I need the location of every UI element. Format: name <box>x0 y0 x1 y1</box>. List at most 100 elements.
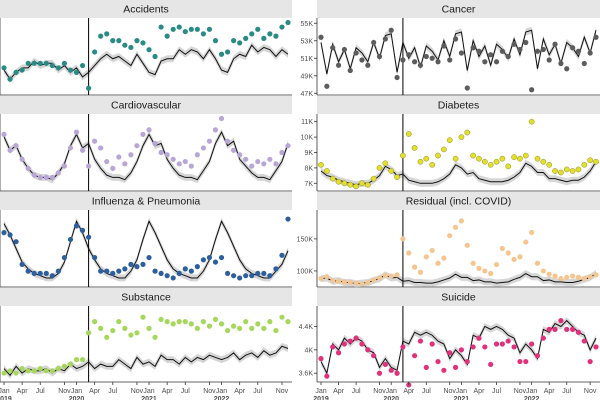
observed-point <box>587 274 593 280</box>
observed-point <box>237 40 243 46</box>
x-tick-label: Jan <box>315 388 326 395</box>
year-label: 2020 <box>69 396 85 400</box>
observed-point <box>98 33 104 39</box>
observed-point <box>31 172 37 178</box>
panel-strip <box>0 0 292 18</box>
observed-point <box>347 67 353 74</box>
observed-point <box>593 158 599 165</box>
observed-point <box>493 158 500 165</box>
observed-point <box>158 149 164 156</box>
observed-point <box>25 268 31 274</box>
observed-point <box>218 321 225 327</box>
observed-point <box>505 338 511 344</box>
observed-point <box>394 174 400 180</box>
observed-point <box>249 325 255 331</box>
x-tick-label: Jan <box>0 388 10 395</box>
observed-point <box>417 269 424 275</box>
observed-point <box>128 261 134 267</box>
observed-point <box>435 152 441 159</box>
observed-point <box>19 365 25 372</box>
observed-point <box>146 47 152 53</box>
observed-point <box>152 140 158 147</box>
panel-strip <box>0 192 292 210</box>
y-tick-label: 7K <box>304 181 313 188</box>
observed-point <box>285 216 291 222</box>
observed-point <box>237 152 243 158</box>
observed-point <box>335 278 342 284</box>
observed-point <box>505 163 512 170</box>
observed-point <box>206 254 213 261</box>
observed-point <box>200 257 207 263</box>
panel-strip <box>317 0 600 18</box>
observed-point <box>61 363 68 369</box>
observed-point <box>164 33 170 39</box>
observed-point <box>359 341 365 347</box>
observed-point <box>417 158 424 165</box>
observed-point <box>98 268 104 274</box>
observed-point <box>176 319 182 325</box>
observed-point <box>569 168 576 174</box>
observed-point <box>347 279 353 286</box>
observed-point <box>116 268 122 274</box>
y-tick-label: 11K <box>301 119 313 126</box>
observed-point <box>249 31 255 37</box>
x-tick-label: Jul <box>352 388 361 395</box>
observed-point <box>285 143 291 149</box>
observed-point <box>164 273 170 279</box>
observed-point <box>488 52 494 58</box>
observed-point <box>92 138 98 144</box>
observed-point <box>517 358 523 365</box>
observed-point <box>1 131 7 137</box>
observed-point <box>435 358 441 365</box>
x-tick-label: Jan <box>216 388 227 395</box>
observed-point <box>447 57 453 63</box>
observed-point <box>140 261 146 267</box>
observed-point <box>7 76 13 82</box>
observed-point <box>13 239 19 245</box>
observed-point <box>122 325 128 331</box>
expected-ribbon <box>4 128 288 184</box>
observed-point <box>31 368 37 374</box>
observed-point <box>529 341 535 347</box>
observed-point <box>255 270 261 277</box>
observed-point <box>540 158 547 165</box>
observed-point <box>558 276 564 282</box>
observed-point <box>324 274 330 280</box>
observed-point <box>569 45 576 51</box>
observed-point <box>31 270 37 277</box>
observed-point <box>546 271 552 277</box>
observed-point <box>452 364 459 370</box>
x-tick-label: Nov <box>131 388 144 395</box>
observed-point <box>423 364 429 370</box>
observed-point <box>511 256 517 263</box>
x-tick-label: Jan <box>456 388 467 395</box>
observed-point <box>73 69 80 75</box>
panel-title: Diabetes <box>438 100 479 112</box>
observed-point <box>182 28 188 35</box>
x-tick-label: Nov <box>443 388 456 395</box>
observed-point <box>182 319 188 325</box>
observed-point <box>447 233 453 239</box>
observed-point <box>152 53 158 60</box>
observed-point <box>329 175 336 182</box>
observed-point <box>146 127 152 133</box>
observed-point <box>273 266 279 272</box>
observed-point <box>49 368 55 374</box>
observed-point <box>406 52 412 58</box>
observed-point <box>511 344 517 350</box>
observed-point <box>400 152 406 159</box>
observed-point <box>176 161 182 167</box>
observed-point <box>255 321 261 327</box>
observed-point <box>347 181 354 188</box>
observed-point <box>499 48 505 54</box>
observed-point <box>110 165 116 171</box>
observed-point <box>540 335 546 341</box>
observed-point <box>400 57 406 63</box>
panel-influenza-pneumonia: Influenza & Pneumonia <box>0 192 292 288</box>
y-tick-label: 4.4K <box>299 324 314 331</box>
observed-point <box>371 353 377 359</box>
observed-point <box>546 161 553 168</box>
observed-point <box>212 316 219 323</box>
observed-point <box>243 319 249 325</box>
